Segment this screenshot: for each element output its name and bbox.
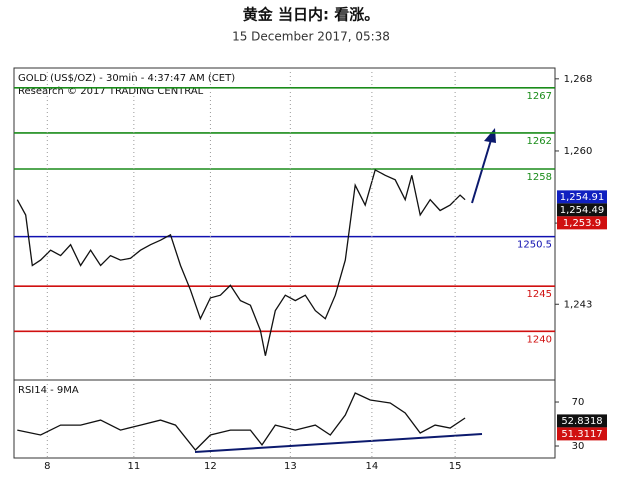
level-label: 1258 bbox=[527, 172, 552, 183]
x-tick-label: 8 bbox=[44, 461, 50, 472]
x-tick-label: 15 bbox=[449, 461, 462, 472]
price-title: GOLD (US$/OZ) - 30min - 4:37:47 AM (CET) bbox=[18, 73, 235, 84]
level-label: 1245 bbox=[527, 289, 552, 300]
last-value-box bbox=[557, 203, 607, 217]
page-subtitle: 15 December 2017, 05:38 bbox=[232, 30, 390, 44]
level-label: 1262 bbox=[527, 136, 552, 147]
y-tick-label: 30 bbox=[572, 441, 585, 452]
last-value-label: 52.8318 bbox=[561, 416, 602, 427]
level-label: 1250.5 bbox=[517, 240, 552, 251]
price-line bbox=[16, 168, 466, 356]
price-subtitle: Research © 2017 TRADING CENTRAL bbox=[18, 86, 204, 97]
rsi-trendline bbox=[194, 433, 483, 453]
page-title: 黄金 当日内: 看涨。 bbox=[243, 6, 379, 24]
y-tick-label: 1,268 bbox=[564, 74, 593, 85]
level-label: 1240 bbox=[527, 334, 552, 345]
last-value-box bbox=[557, 414, 607, 428]
x-tick-label: 11 bbox=[127, 461, 140, 472]
y-tick-label: 70 bbox=[572, 397, 585, 408]
plot-frame bbox=[13, 67, 556, 459]
x-tick-label: 14 bbox=[366, 461, 379, 472]
last-value-label: 51.3117 bbox=[561, 429, 602, 440]
last-value-box bbox=[557, 190, 607, 204]
price-line bbox=[17, 392, 466, 451]
last-value-box bbox=[557, 216, 607, 230]
y-tick-label: 1,243 bbox=[564, 299, 593, 310]
y-tick-label: 1,260 bbox=[564, 146, 593, 157]
x-tick-label: 13 bbox=[284, 461, 297, 472]
last-value-box bbox=[557, 427, 607, 441]
level-label: 1267 bbox=[527, 91, 552, 102]
rsi-title: RSI14 - 9MA bbox=[18, 385, 79, 396]
last-value-label: 1,254.91 bbox=[560, 192, 605, 203]
forecast-arrow bbox=[471, 128, 496, 204]
last-value-label: 1,254.49 bbox=[560, 205, 605, 216]
x-tick-label: 12 bbox=[204, 461, 217, 472]
last-value-label: 1,253.9 bbox=[563, 218, 601, 229]
